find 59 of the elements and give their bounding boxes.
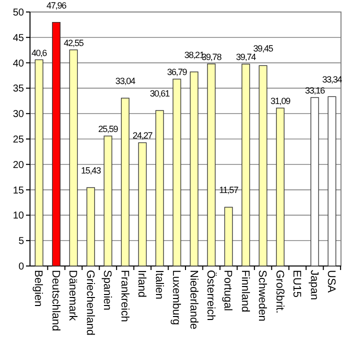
data-label: 33,04 [115, 76, 136, 86]
y-tick-label: 5 [18, 236, 24, 248]
y-tick-label: 20 [12, 160, 24, 171]
x-tick-label: Niederlande [187, 270, 200, 330]
data-label: 11,57 [219, 185, 239, 196]
y-tick-label: 50 [12, 8, 24, 18]
x-tick-label: Portugal [222, 270, 234, 311]
bar [69, 49, 78, 266]
data-label: 33,34 [322, 74, 342, 85]
y-tick-label: 15 [12, 185, 24, 196]
x-tick-label: EU15 [290, 270, 303, 298]
bar [34, 59, 44, 266]
bar [52, 22, 60, 266]
y-tick-label: 40 [12, 58, 24, 70]
x-tick-label: Japan [308, 270, 320, 300]
x-tick-label: Großbrit. [273, 270, 286, 314]
data-label: 39,45 [253, 44, 274, 54]
bar [276, 108, 284, 266]
bar [120, 98, 130, 266]
bar [258, 65, 268, 266]
data-label: 36,79 [167, 67, 188, 78]
data-label: 47,96 [46, 0, 67, 10]
y-tick-label: 30 [12, 109, 24, 120]
y-tick-label: 10 [12, 210, 24, 222]
bar [172, 78, 182, 266]
data-label: 15,43 [80, 166, 102, 176]
data-label: 25,59 [98, 124, 118, 134]
x-tick-label: Frankreich [118, 270, 130, 322]
data-label: 39,74 [236, 52, 256, 62]
y-tick-label: 35 [12, 84, 24, 95]
x-tick-label: USA [325, 270, 338, 294]
data-label: 40,6 [31, 48, 48, 58]
y-tick-label: 25 [12, 134, 24, 146]
bar [242, 64, 250, 266]
bar [224, 206, 233, 266]
data-label: 24,27 [132, 130, 153, 141]
data-label: 33,16 [304, 86, 326, 96]
x-tick-label: Dänemark [66, 270, 79, 322]
data-label: 42,55 [64, 38, 84, 48]
data-label: 31,09 [270, 96, 291, 106]
bar [155, 110, 164, 266]
y-tick-label: 0 [18, 262, 24, 272]
bar [104, 136, 112, 266]
x-tick-label: Italien [152, 270, 165, 300]
x-tick-label: Belgien [32, 270, 44, 307]
y-tick-label: 45 [12, 32, 24, 44]
bar [207, 64, 216, 266]
x-tick-label: Deutschland [49, 270, 62, 332]
bar [86, 187, 95, 266]
x-tick-label: Österreich [204, 270, 218, 321]
x-tick-label: Luxemburg [170, 270, 182, 326]
x-tick-label: Spanien [101, 270, 114, 310]
x-tick-label: Irland [136, 270, 148, 298]
bar [138, 142, 147, 266]
bar [190, 72, 198, 266]
x-tick-label: Schweden [256, 270, 268, 322]
data-label: 30,61 [150, 88, 170, 98]
x-tick-label: Finnland [238, 270, 251, 312]
x-tick-label: Griechenland [84, 270, 96, 336]
